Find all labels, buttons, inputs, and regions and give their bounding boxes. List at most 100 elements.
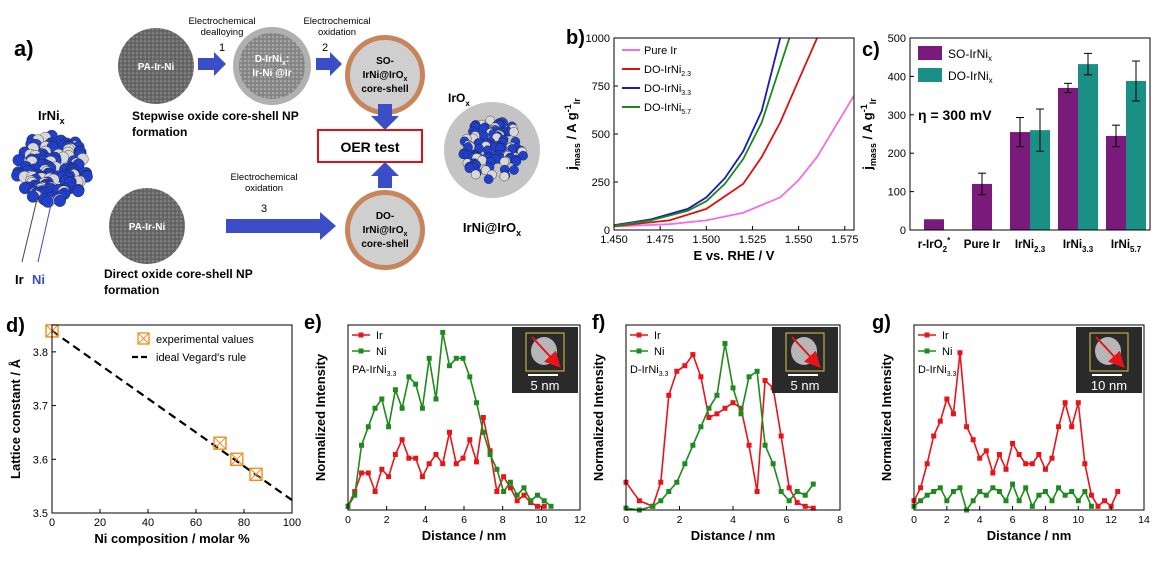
data-point-cross bbox=[230, 452, 244, 466]
e-x-tick-label: 10 bbox=[535, 514, 547, 526]
chart-f: f) 0 2 4 6 8 Distance / nm Normalized Intensity… bbox=[591, 312, 843, 543]
e-data-point bbox=[528, 498, 534, 504]
f-data-point bbox=[722, 405, 728, 411]
c-category-label: IrNi3.3 bbox=[1063, 239, 1094, 254]
g-data-point bbox=[1082, 489, 1088, 494]
g-roi-box bbox=[1089, 332, 1129, 372]
d-x-tick-label: 0 bbox=[49, 517, 55, 529]
c-legend-label-0: SO-IrNix bbox=[948, 47, 992, 63]
direct-line2: formation bbox=[104, 283, 159, 297]
panel-a: a) IrNix Ir Ni PA-Ir-Ni Electrochemical … bbox=[11, 16, 540, 297]
b-legend-label-2: DO-IrNi3.3 bbox=[644, 83, 691, 97]
g-data-point bbox=[964, 424, 970, 430]
f-data-point bbox=[674, 368, 680, 374]
oer-test-label: OER test bbox=[340, 139, 399, 155]
g-data-point bbox=[1069, 489, 1075, 494]
f-data-point bbox=[786, 485, 792, 491]
e-legend-marker-1 bbox=[358, 348, 364, 354]
b-y-tick-label: 500 bbox=[592, 129, 610, 141]
f-data-point bbox=[810, 505, 816, 511]
e-data-point bbox=[501, 474, 507, 480]
e-y-axis-label: Normalized Intensity bbox=[313, 353, 328, 481]
g-data-point bbox=[1010, 481, 1016, 487]
atom-sphere bbox=[485, 115, 496, 126]
g-data-point bbox=[1010, 440, 1016, 446]
f-data-point bbox=[674, 479, 680, 485]
b-y-tick-label: 1000 bbox=[586, 33, 610, 45]
f-data-point bbox=[802, 503, 808, 509]
e-data-point bbox=[392, 452, 398, 457]
arrow-right-icon bbox=[226, 212, 336, 240]
atom-sphere bbox=[508, 127, 519, 137]
bar-1-4 bbox=[1126, 81, 1146, 231]
c-y-tick-label: 200 bbox=[888, 148, 906, 160]
so-line2: IrNi@IrOx bbox=[363, 70, 408, 83]
g-x-tick-label: 0 bbox=[911, 514, 917, 526]
g-data-point bbox=[918, 485, 924, 491]
panel-g-label: g) bbox=[872, 312, 891, 334]
f-data-point bbox=[762, 442, 768, 448]
g-data-point bbox=[950, 489, 956, 494]
f-legend-marker-1 bbox=[636, 348, 642, 354]
f-data-point bbox=[762, 378, 768, 383]
bar-1-2 bbox=[1030, 130, 1050, 230]
series-line-1 bbox=[614, 38, 818, 228]
d-x-tick-label: 100 bbox=[283, 517, 301, 529]
e-x-tick-label: 12 bbox=[574, 514, 586, 526]
g-sample-label: D-IrNi3.3 bbox=[918, 364, 957, 378]
panel-a-label: a) bbox=[14, 36, 34, 61]
g-data-point bbox=[1062, 492, 1068, 498]
g-data-point bbox=[996, 489, 1002, 494]
g-legend-label-0: Ir bbox=[942, 330, 949, 342]
e-legend-label-0: Ir bbox=[376, 330, 383, 342]
f-data-point bbox=[754, 489, 760, 494]
g-data-point bbox=[1088, 503, 1094, 509]
e-data-point bbox=[474, 400, 480, 406]
c-category-label: IrNi2.3 bbox=[1015, 239, 1046, 254]
b-y-axis-label: jmass / A g-1Ir bbox=[563, 98, 582, 171]
g-data-point bbox=[1023, 485, 1029, 491]
step3-top: Electrochemical bbox=[230, 172, 297, 183]
g-data-point bbox=[1003, 498, 1009, 504]
bar-0-2 bbox=[1010, 132, 1030, 230]
np2-line2: Ir-Ni @Ir bbox=[252, 68, 291, 79]
e-data-point bbox=[352, 492, 358, 498]
g-y-axis-label: Normalized Intensity bbox=[879, 353, 894, 481]
f-data-point bbox=[706, 405, 712, 411]
e-data-point bbox=[460, 455, 466, 461]
so-core-shell-icon bbox=[350, 40, 420, 110]
e-data-point bbox=[399, 437, 405, 443]
ir-pointer-line bbox=[21, 194, 39, 263]
series-line-0 bbox=[614, 95, 854, 228]
e-data-point bbox=[419, 405, 425, 411]
e-data-point bbox=[406, 455, 412, 461]
step3-num: 3 bbox=[261, 203, 267, 215]
g-x-tick-label: 14 bbox=[1138, 514, 1150, 526]
e-x-tick-label: 6 bbox=[461, 514, 467, 526]
oer-test-box bbox=[317, 129, 423, 163]
g-data-point bbox=[983, 492, 989, 498]
e-x-tick-label: 8 bbox=[500, 514, 506, 526]
g-data-point bbox=[1023, 461, 1029, 467]
f-data-point bbox=[730, 385, 736, 391]
e-data-point bbox=[474, 459, 480, 465]
e-data-point bbox=[440, 461, 446, 467]
g-data-point bbox=[924, 461, 930, 467]
so-line1: SO- bbox=[376, 56, 394, 67]
g-legend-marker-1 bbox=[924, 348, 930, 354]
irox-label: IrOx bbox=[448, 91, 470, 108]
g-scale-label: 10 nm bbox=[1091, 378, 1127, 393]
f-data-point bbox=[778, 489, 784, 494]
e-data-point bbox=[433, 396, 439, 402]
g-data-point bbox=[937, 485, 943, 491]
f-data-point bbox=[706, 415, 712, 420]
b-legend-label-1: DO-IrNi2.3 bbox=[644, 64, 691, 78]
e-data-point bbox=[453, 461, 459, 467]
g-x-tick-label: 10 bbox=[1072, 514, 1084, 526]
f-data-point bbox=[794, 489, 800, 494]
g-series-line-1 bbox=[913, 481, 1093, 512]
panel-d-label: d) bbox=[6, 315, 25, 337]
g-legend-marker-0 bbox=[924, 332, 930, 338]
d-legend-cross bbox=[137, 332, 150, 345]
